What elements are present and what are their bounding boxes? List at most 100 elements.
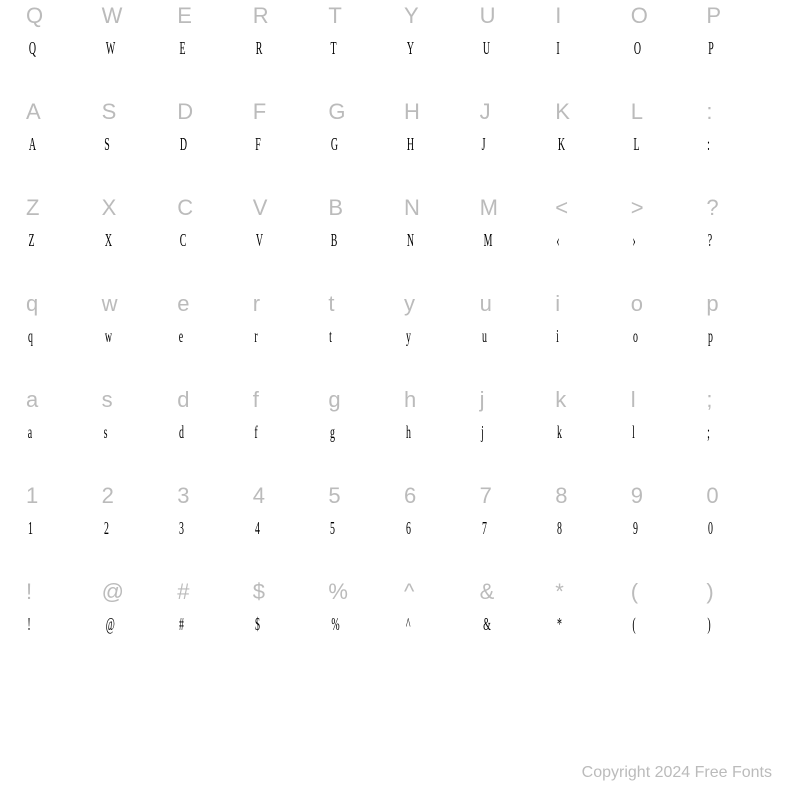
label-cell: A	[22, 96, 98, 128]
spec-cell: w	[98, 320, 174, 384]
label-cell: &	[476, 576, 552, 608]
label-cell: i	[551, 288, 627, 320]
label-cell: E	[173, 0, 249, 32]
spec-cell: 0	[702, 512, 778, 576]
spec-cell: &	[476, 608, 552, 672]
spec-cell: 5	[324, 512, 400, 576]
spec-cell: !	[22, 608, 98, 672]
spec-cell: Q	[22, 32, 98, 96]
spec-cell: )	[702, 608, 778, 672]
label-cell: C	[173, 192, 249, 224]
label-cell: 4	[249, 480, 325, 512]
label-cell: a	[22, 384, 98, 416]
label-cell: G	[324, 96, 400, 128]
spec-cell: U	[476, 32, 552, 96]
label-cell: r	[249, 288, 325, 320]
spec-cell: :	[702, 128, 778, 192]
label-cell: T	[324, 0, 400, 32]
spec-cell: Y	[400, 32, 476, 96]
spec-cell: B	[324, 224, 400, 288]
label-cell: 5	[324, 480, 400, 512]
label-cell: 0	[702, 480, 778, 512]
label-cell: u	[476, 288, 552, 320]
label-cell: #	[173, 576, 249, 608]
spec-cell: E	[173, 32, 249, 96]
label-cell: 1	[22, 480, 98, 512]
label-cell: @	[98, 576, 174, 608]
spec-cell: J	[476, 128, 552, 192]
label-cell: K	[551, 96, 627, 128]
spec-cell: ‹	[551, 224, 627, 288]
label-cell: 8	[551, 480, 627, 512]
spec-cell: ^	[400, 608, 476, 672]
label-cell: I	[551, 0, 627, 32]
label-cell: 3	[173, 480, 249, 512]
spec-cell: 2	[98, 512, 174, 576]
label-cell: h	[400, 384, 476, 416]
spec-cell: W	[98, 32, 174, 96]
spec-cell: e	[173, 320, 249, 384]
spec-cell: X	[98, 224, 174, 288]
spec-cell: u	[476, 320, 552, 384]
label-cell: W	[98, 0, 174, 32]
font-specimen-grid: QWERTYUIOPQWERTYUIOPASDFGHJKL:ASDFGHJKL:…	[0, 0, 800, 672]
spec-cell: q	[22, 320, 98, 384]
spec-cell: p	[702, 320, 778, 384]
label-cell: )	[702, 576, 778, 608]
spec-cell: @	[98, 608, 174, 672]
label-cell: !	[22, 576, 98, 608]
label-cell: <	[551, 192, 627, 224]
spec-cell: 3	[173, 512, 249, 576]
spec-cell: ;	[702, 416, 778, 480]
label-cell: 7	[476, 480, 552, 512]
spec-cell: G	[324, 128, 400, 192]
copyright-text: Copyright 2024 Free Fonts	[582, 764, 772, 782]
spec-cell: r	[249, 320, 325, 384]
spec-cell: s	[98, 416, 174, 480]
spec-cell: a	[22, 416, 98, 480]
spec-cell: j	[476, 416, 552, 480]
label-cell: g	[324, 384, 400, 416]
label-cell: s	[98, 384, 174, 416]
spec-cell: o	[627, 320, 703, 384]
label-cell: V	[249, 192, 325, 224]
spec-cell: d	[173, 416, 249, 480]
label-cell: y	[400, 288, 476, 320]
spec-cell: Z	[22, 224, 98, 288]
spec-cell: #	[173, 608, 249, 672]
spec-cell: 1	[22, 512, 98, 576]
label-cell: w	[98, 288, 174, 320]
label-cell: j	[476, 384, 552, 416]
label-cell: :	[702, 96, 778, 128]
spec-cell: i	[551, 320, 627, 384]
spec-cell: D	[173, 128, 249, 192]
spec-cell: $	[249, 608, 325, 672]
label-cell: ;	[702, 384, 778, 416]
label-cell: F	[249, 96, 325, 128]
spec-cell: y	[400, 320, 476, 384]
label-cell: k	[551, 384, 627, 416]
spec-cell: 9	[627, 512, 703, 576]
spec-cell: S	[98, 128, 174, 192]
spec-cell: l	[627, 416, 703, 480]
label-cell: S	[98, 96, 174, 128]
spec-cell: K	[551, 128, 627, 192]
spec-cell: (	[627, 608, 703, 672]
spec-cell: h	[400, 416, 476, 480]
spec-cell: L	[627, 128, 703, 192]
spec-cell: 7	[476, 512, 552, 576]
label-cell: ?	[702, 192, 778, 224]
label-cell: R	[249, 0, 325, 32]
spec-cell: t	[324, 320, 400, 384]
label-cell: *	[551, 576, 627, 608]
label-cell: B	[324, 192, 400, 224]
spec-cell: A	[22, 128, 98, 192]
label-cell: Y	[400, 0, 476, 32]
label-cell: J	[476, 96, 552, 128]
label-cell: D	[173, 96, 249, 128]
label-cell: H	[400, 96, 476, 128]
spec-cell: ›	[627, 224, 703, 288]
spec-cell: C	[173, 224, 249, 288]
spec-cell: 8	[551, 512, 627, 576]
label-cell: o	[627, 288, 703, 320]
